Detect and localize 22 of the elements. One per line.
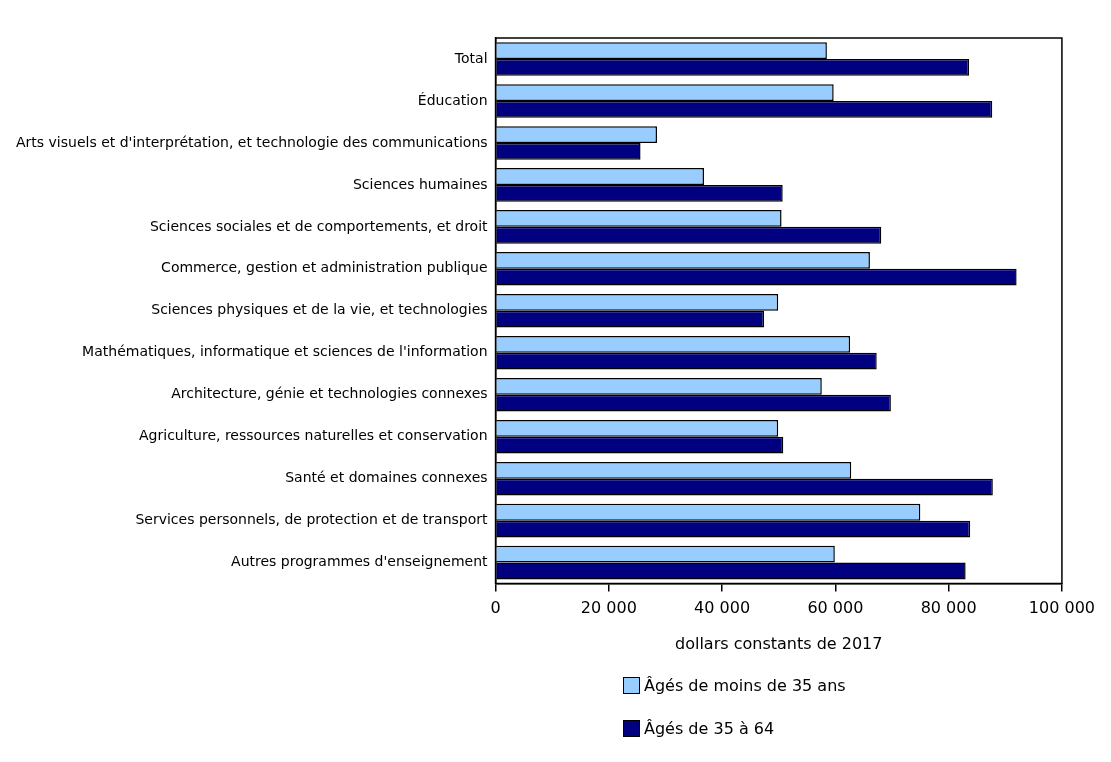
y-tick-label: Architecture, génie et technologies connexes (171, 385, 488, 402)
legend-label: Âgés de 35 à 64 (644, 719, 775, 738)
y-tick-label: Agriculture, ressources naturelles et conservation (139, 427, 488, 444)
x-tick-label: 20 000 (580, 598, 637, 618)
x-tick-label: 40 000 (694, 598, 751, 618)
y-tick-label: Autres programmes d'enseignement (231, 553, 489, 570)
y-tick-label: Arts visuels et d'interprétation, et technologie des communications (15, 133, 488, 150)
x-tick-label: 60 000 (807, 598, 864, 618)
y-tick-label: Santé et domaines connexes (285, 469, 488, 486)
x-axis-title: dollars constants de 2017 (675, 633, 883, 653)
y-tick-label: Sciences physiques et de la vie, et technologies (151, 301, 488, 318)
y-tick-label: Sciences sociales et de comportements, et droit (149, 217, 489, 234)
y-tick-label: Services personnels, de protection et de transport (135, 511, 489, 528)
y-tick-label: Mathématiques, informatique et sciences de l'information (82, 343, 488, 360)
y-tick-label: Total (453, 49, 488, 66)
y-tick-label: Commerce, gestion et administration publique (161, 259, 488, 276)
y-tick-label: Éducation (417, 91, 488, 108)
x-tick-label: 100 000 (1028, 598, 1095, 618)
x-tick-label: 0 (490, 598, 501, 618)
x-tick-label: 80 000 (920, 598, 977, 618)
y-tick-label: Sciences humaines (352, 175, 488, 192)
legend-label: Âgés de moins de 35 ans (644, 676, 846, 695)
